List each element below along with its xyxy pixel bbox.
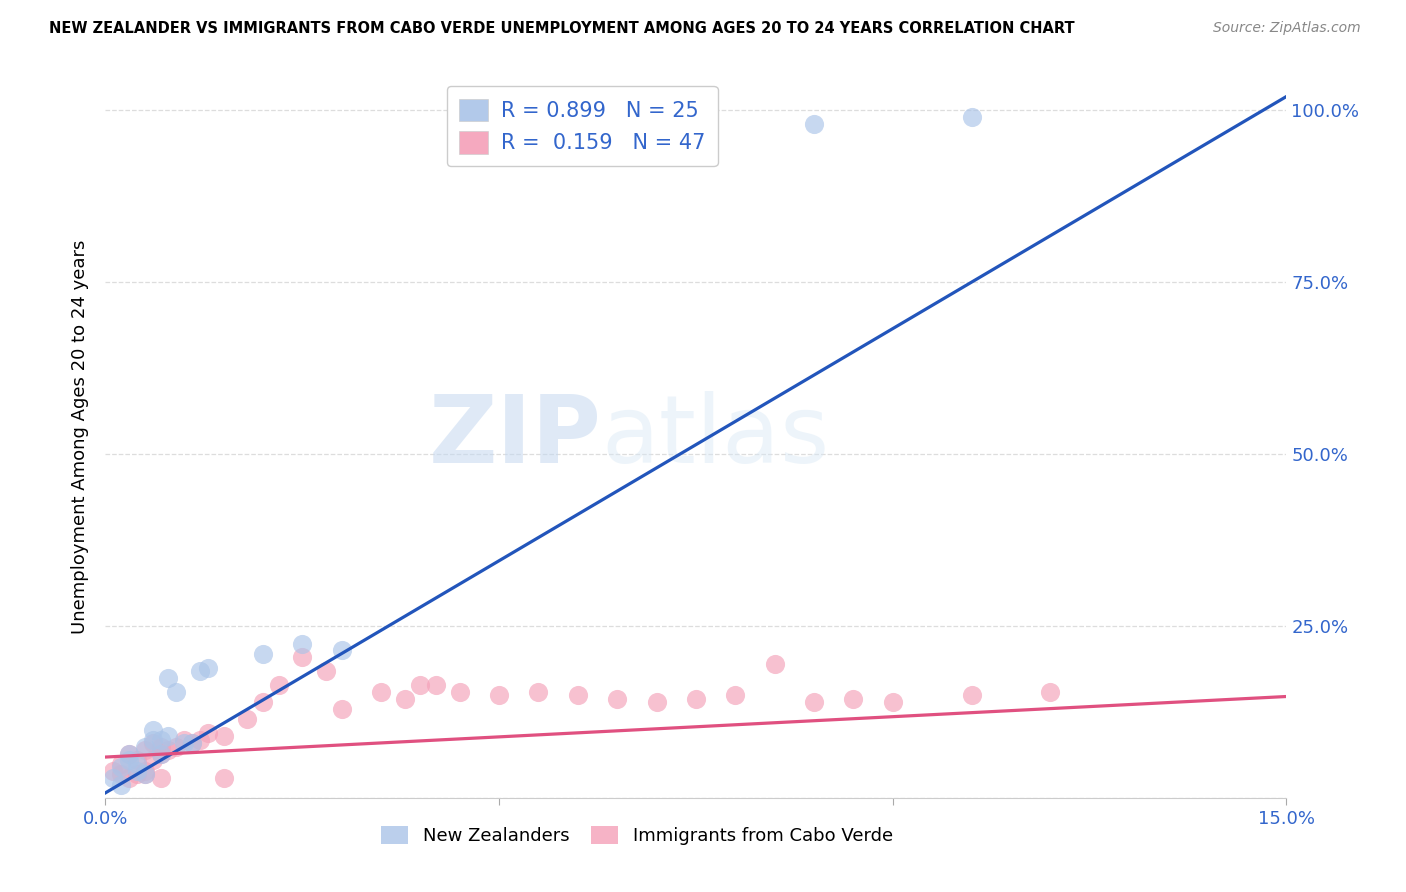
Point xyxy=(212,730,235,744)
Point xyxy=(394,691,416,706)
Text: Source: ZipAtlas.com: Source: ZipAtlas.com xyxy=(1213,21,1361,35)
Point xyxy=(118,747,141,761)
Point xyxy=(149,747,172,761)
Point xyxy=(252,647,274,661)
Point xyxy=(134,767,156,781)
Point xyxy=(330,643,353,657)
Point xyxy=(173,736,195,750)
Point xyxy=(142,732,165,747)
Point xyxy=(803,117,825,131)
Point xyxy=(527,684,550,698)
Point xyxy=(125,767,148,781)
Point xyxy=(149,739,172,754)
Point xyxy=(134,743,156,757)
Point xyxy=(181,736,204,750)
Point xyxy=(724,688,747,702)
Point xyxy=(142,736,165,750)
Point xyxy=(134,739,156,754)
Point xyxy=(425,678,447,692)
Point xyxy=(157,730,180,744)
Point xyxy=(1039,684,1062,698)
Point xyxy=(125,764,148,778)
Point xyxy=(449,684,471,698)
Point xyxy=(110,756,132,771)
Text: ZIP: ZIP xyxy=(429,391,602,483)
Point xyxy=(315,664,337,678)
Point xyxy=(409,678,432,692)
Point xyxy=(157,743,180,757)
Point xyxy=(173,732,195,747)
Text: atlas: atlas xyxy=(602,391,830,483)
Point xyxy=(197,726,219,740)
Point xyxy=(142,754,165,768)
Point xyxy=(103,771,125,785)
Point xyxy=(803,695,825,709)
Point xyxy=(763,657,786,672)
Legend: New Zealanders, Immigrants from Cabo Verde: New Zealanders, Immigrants from Cabo Ver… xyxy=(373,817,901,855)
Point xyxy=(370,684,392,698)
Point xyxy=(267,678,290,692)
Point xyxy=(149,771,172,785)
Point xyxy=(134,767,156,781)
Y-axis label: Unemployment Among Ages 20 to 24 years: Unemployment Among Ages 20 to 24 years xyxy=(72,240,90,634)
Point xyxy=(882,695,904,709)
Point xyxy=(181,736,204,750)
Point xyxy=(125,756,148,771)
Point xyxy=(645,695,668,709)
Point xyxy=(118,754,141,768)
Point xyxy=(149,747,172,761)
Point xyxy=(165,684,187,698)
Text: NEW ZEALANDER VS IMMIGRANTS FROM CABO VERDE UNEMPLOYMENT AMONG AGES 20 TO 24 YEA: NEW ZEALANDER VS IMMIGRANTS FROM CABO VE… xyxy=(49,21,1074,36)
Point xyxy=(291,636,314,650)
Point xyxy=(488,688,510,702)
Point xyxy=(197,660,219,674)
Point xyxy=(110,767,132,781)
Point xyxy=(252,695,274,709)
Point xyxy=(606,691,628,706)
Point xyxy=(188,732,211,747)
Point xyxy=(842,691,865,706)
Point xyxy=(188,664,211,678)
Point xyxy=(330,702,353,716)
Point xyxy=(157,671,180,685)
Point xyxy=(118,747,141,761)
Point xyxy=(134,764,156,778)
Point xyxy=(567,688,589,702)
Point xyxy=(125,754,148,768)
Point xyxy=(110,778,132,792)
Point xyxy=(685,691,707,706)
Point xyxy=(960,110,983,124)
Point xyxy=(291,650,314,665)
Point xyxy=(236,712,259,726)
Point xyxy=(110,760,132,774)
Point xyxy=(212,771,235,785)
Point xyxy=(142,723,165,737)
Point xyxy=(103,764,125,778)
Point xyxy=(149,732,172,747)
Point xyxy=(960,688,983,702)
Point xyxy=(118,771,141,785)
Point xyxy=(165,739,187,754)
